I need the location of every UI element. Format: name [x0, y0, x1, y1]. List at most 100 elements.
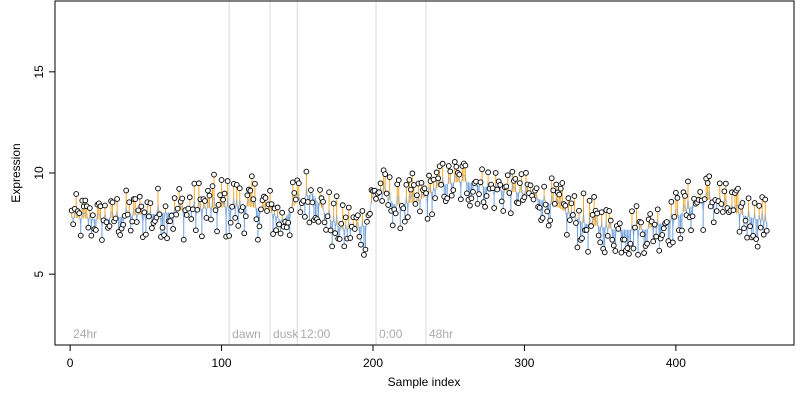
data-point: [629, 208, 635, 215]
y-tick-label: 5: [32, 271, 46, 278]
data-point: [345, 204, 352, 211]
data-point: [86, 205, 93, 211]
data-point: [411, 182, 417, 188]
data-point: [710, 219, 717, 226]
data-point: [305, 199, 311, 205]
data-point: [670, 239, 676, 246]
data-point: [85, 224, 92, 231]
data-point: [226, 232, 232, 239]
data-point: [450, 187, 457, 193]
data-point: [736, 228, 743, 235]
data-point: [530, 196, 537, 203]
data-point: [615, 226, 622, 232]
data-point: [585, 249, 591, 255]
data-point: [277, 230, 284, 237]
data-point: [421, 185, 428, 192]
data-point: [719, 209, 726, 215]
data-point: [341, 243, 348, 250]
data-point: [479, 166, 485, 173]
data-point: [208, 216, 214, 223]
data-point: [544, 208, 551, 215]
data-point: [129, 218, 136, 225]
data-point: [217, 192, 223, 198]
data-point: [90, 212, 96, 219]
data-point: [606, 208, 613, 214]
data-point: [286, 232, 293, 239]
data-point: [444, 195, 451, 202]
data-point: [435, 175, 441, 182]
y-tick-label: 10: [32, 166, 46, 180]
data-point: [473, 178, 479, 185]
data-point: [395, 177, 402, 184]
data-point: [76, 210, 83, 216]
data-point: [227, 219, 234, 226]
data-point: [630, 245, 637, 252]
data-point: [97, 203, 104, 210]
data-point: [249, 173, 255, 180]
data-point: [189, 206, 196, 213]
data-point: [379, 198, 385, 204]
data-point: [300, 197, 307, 204]
data-point: [306, 219, 313, 226]
data-point: [742, 217, 749, 224]
data-point: [196, 180, 202, 187]
data-point: [612, 248, 619, 254]
annotation-label: dawn: [232, 327, 261, 341]
data-point: [685, 178, 691, 185]
data-point: [99, 237, 105, 243]
data-point: [317, 187, 323, 193]
data-point: [356, 233, 363, 240]
data-point: [573, 220, 579, 226]
data-point: [289, 179, 296, 186]
data-point: [650, 238, 657, 245]
data-point: [594, 210, 600, 217]
x-tick-label: 0: [67, 356, 74, 370]
x-axis: 0 100 200 300 400: [67, 345, 686, 370]
data-point: [329, 243, 335, 250]
data-point: [112, 215, 119, 222]
data-point: [351, 226, 358, 232]
data-point: [480, 199, 487, 205]
data-point: [188, 216, 195, 222]
data-point: [644, 240, 650, 247]
data-point: [170, 226, 176, 232]
data-point: [551, 200, 558, 207]
data-point: [753, 236, 759, 242]
data-point: [760, 231, 767, 238]
data-point: [432, 195, 438, 201]
data-point: [763, 227, 770, 234]
data-point: [504, 172, 511, 179]
data-point: [221, 190, 228, 197]
data-point: [401, 218, 408, 225]
data-point: [580, 190, 587, 197]
data-point: [632, 224, 638, 231]
data-point: [654, 206, 661, 213]
data-point: [745, 195, 752, 202]
data-point: [191, 180, 198, 187]
data-point: [485, 169, 491, 176]
data-point: [635, 251, 641, 258]
data-point: [723, 180, 729, 187]
data-point: [404, 214, 411, 220]
data-point: [400, 205, 407, 212]
data-point: [295, 180, 302, 187]
annotation-label: 12:00: [300, 327, 330, 341]
data-point: [143, 231, 149, 238]
data-point: [323, 226, 329, 233]
data-point: [203, 215, 210, 221]
data-point: [308, 187, 314, 193]
data-point: [268, 201, 275, 207]
y-axis: 5 10 15: [32, 65, 55, 278]
data-point: [518, 171, 525, 177]
x-tick-label: 300: [514, 356, 534, 370]
data-point: [671, 213, 678, 220]
data-point: [117, 232, 123, 238]
data-point: [392, 210, 399, 217]
data-point: [491, 205, 498, 211]
y-tick-label: 15: [32, 65, 46, 79]
data-point: [701, 196, 708, 202]
data-point: [159, 224, 166, 231]
data-point: [162, 203, 169, 210]
data-point: [451, 159, 458, 165]
data-point: [500, 208, 507, 214]
